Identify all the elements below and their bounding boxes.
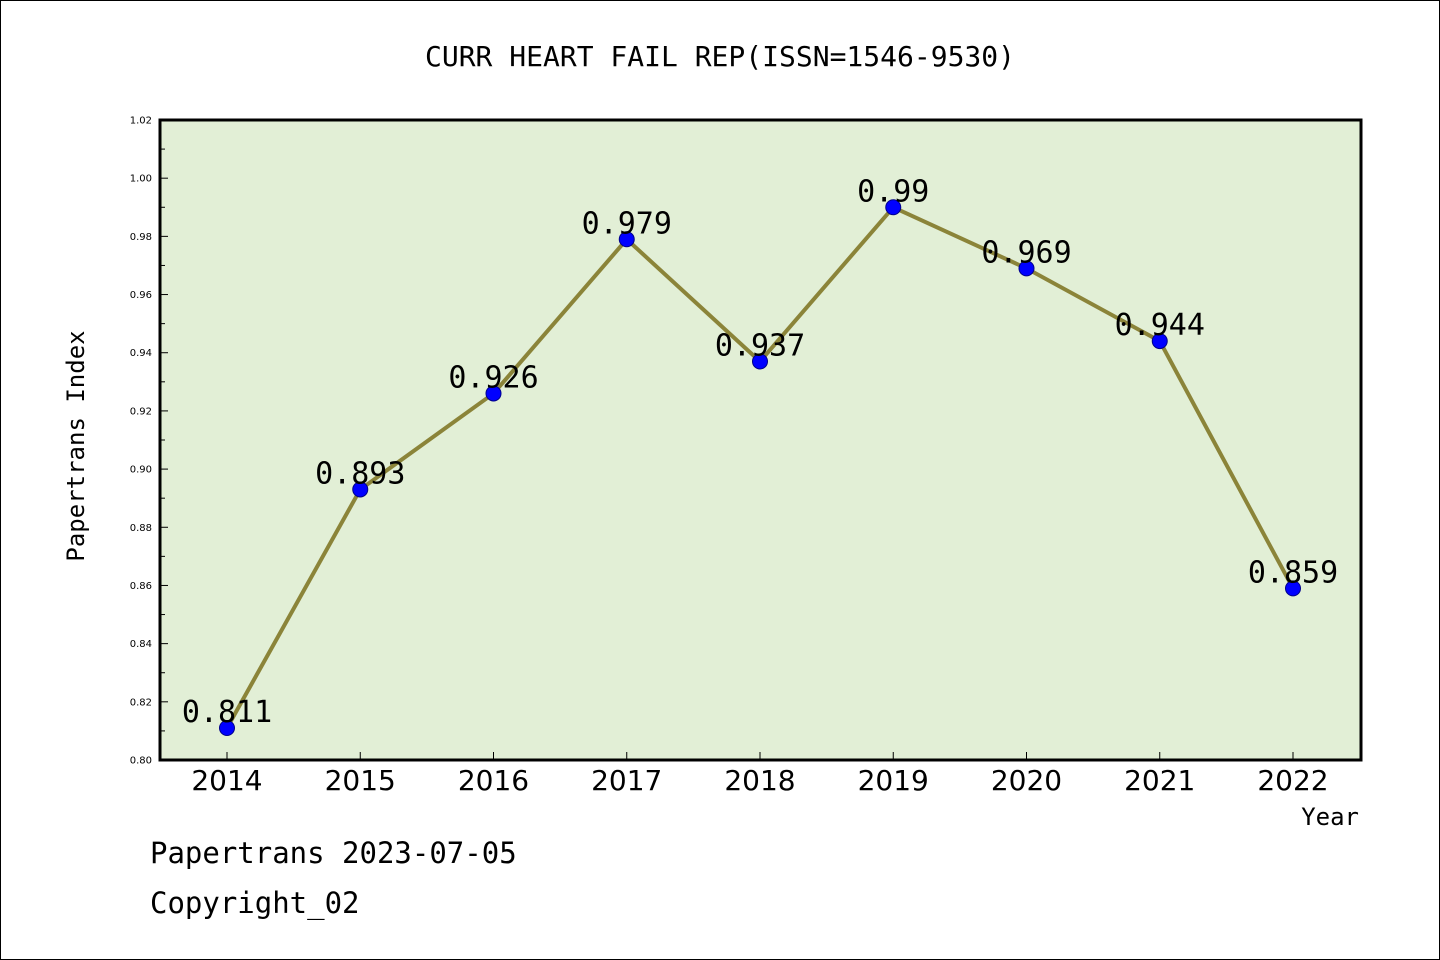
y-tick-label: 0.86 bbox=[130, 581, 152, 592]
footer-date: Papertrans 2023-07-05 bbox=[150, 836, 517, 870]
x-tick-label: 2020 bbox=[991, 764, 1062, 797]
x-tick-label: 2014 bbox=[191, 764, 262, 797]
plot-area bbox=[160, 120, 1361, 760]
y-tick-label: 0.80 bbox=[130, 756, 152, 767]
y-tick-label: 0.98 bbox=[130, 232, 152, 243]
data-label: 0.99 bbox=[857, 174, 929, 209]
data-label: 0.926 bbox=[448, 360, 538, 395]
footer-copyright: Copyright_02 bbox=[150, 886, 360, 920]
y-tick-label: 0.90 bbox=[130, 465, 152, 476]
y-tick-label: 0.82 bbox=[130, 697, 152, 708]
data-point bbox=[618, 231, 635, 248]
x-tick-label: 2021 bbox=[1124, 764, 1195, 797]
y-tick-label: 0.96 bbox=[130, 290, 152, 301]
data-point bbox=[885, 199, 902, 216]
y-tick-label: 0.84 bbox=[130, 639, 152, 650]
y-axis-label: Papertrans Index bbox=[62, 330, 90, 561]
data-label: 0.859 bbox=[1248, 555, 1338, 590]
x-tick-label: 2017 bbox=[591, 764, 662, 797]
chart-title: CURR HEART FAIL REP(ISSN=1546-9530) bbox=[425, 40, 1015, 73]
data-label: 0.937 bbox=[715, 328, 805, 363]
data-point bbox=[1151, 333, 1168, 350]
plot-border bbox=[158, 118, 1363, 762]
data-label: 0.893 bbox=[315, 456, 405, 491]
y-tick-label: 0.88 bbox=[130, 523, 152, 534]
data-point bbox=[485, 385, 502, 402]
data-point bbox=[1018, 260, 1035, 277]
data-point bbox=[752, 353, 768, 370]
y-tick-label: 1.00 bbox=[130, 174, 152, 185]
x-axis-label: Year bbox=[1301, 803, 1359, 831]
data-label: 0.969 bbox=[981, 235, 1071, 270]
x-tick-label: 2016 bbox=[458, 764, 529, 797]
x-tick-label: 2018 bbox=[724, 764, 795, 797]
x-tick-label: 2022 bbox=[1257, 764, 1328, 797]
x-tick-label: 2019 bbox=[858, 764, 929, 797]
y-axis: 0.80 0.82 0.84 0.86 0.88 0.90 0.92 0.94 0.96 0.98… bbox=[130, 116, 168, 767]
y-tick-label: 0.92 bbox=[130, 406, 152, 417]
data-markers bbox=[219, 199, 1301, 736]
data-point bbox=[1285, 580, 1301, 597]
data-point bbox=[219, 720, 235, 736]
data-point bbox=[352, 481, 369, 498]
x-tick-label: 2015 bbox=[325, 764, 396, 797]
y-tick-label: 0.94 bbox=[130, 348, 152, 359]
data-labels: 0.811 0.893 0.926 0.979 0.937 0.99 0.969 0.944 0… bbox=[182, 174, 1338, 730]
y-tick-label: 1.02 bbox=[130, 116, 152, 127]
x-axis: 2014 2015 2016 2017 2018 2019 2020 2021 2022 bbox=[191, 752, 1329, 797]
data-label: 0.979 bbox=[582, 206, 672, 241]
data-label: 0.944 bbox=[1115, 308, 1205, 343]
data-label: 0.811 bbox=[182, 695, 272, 730]
